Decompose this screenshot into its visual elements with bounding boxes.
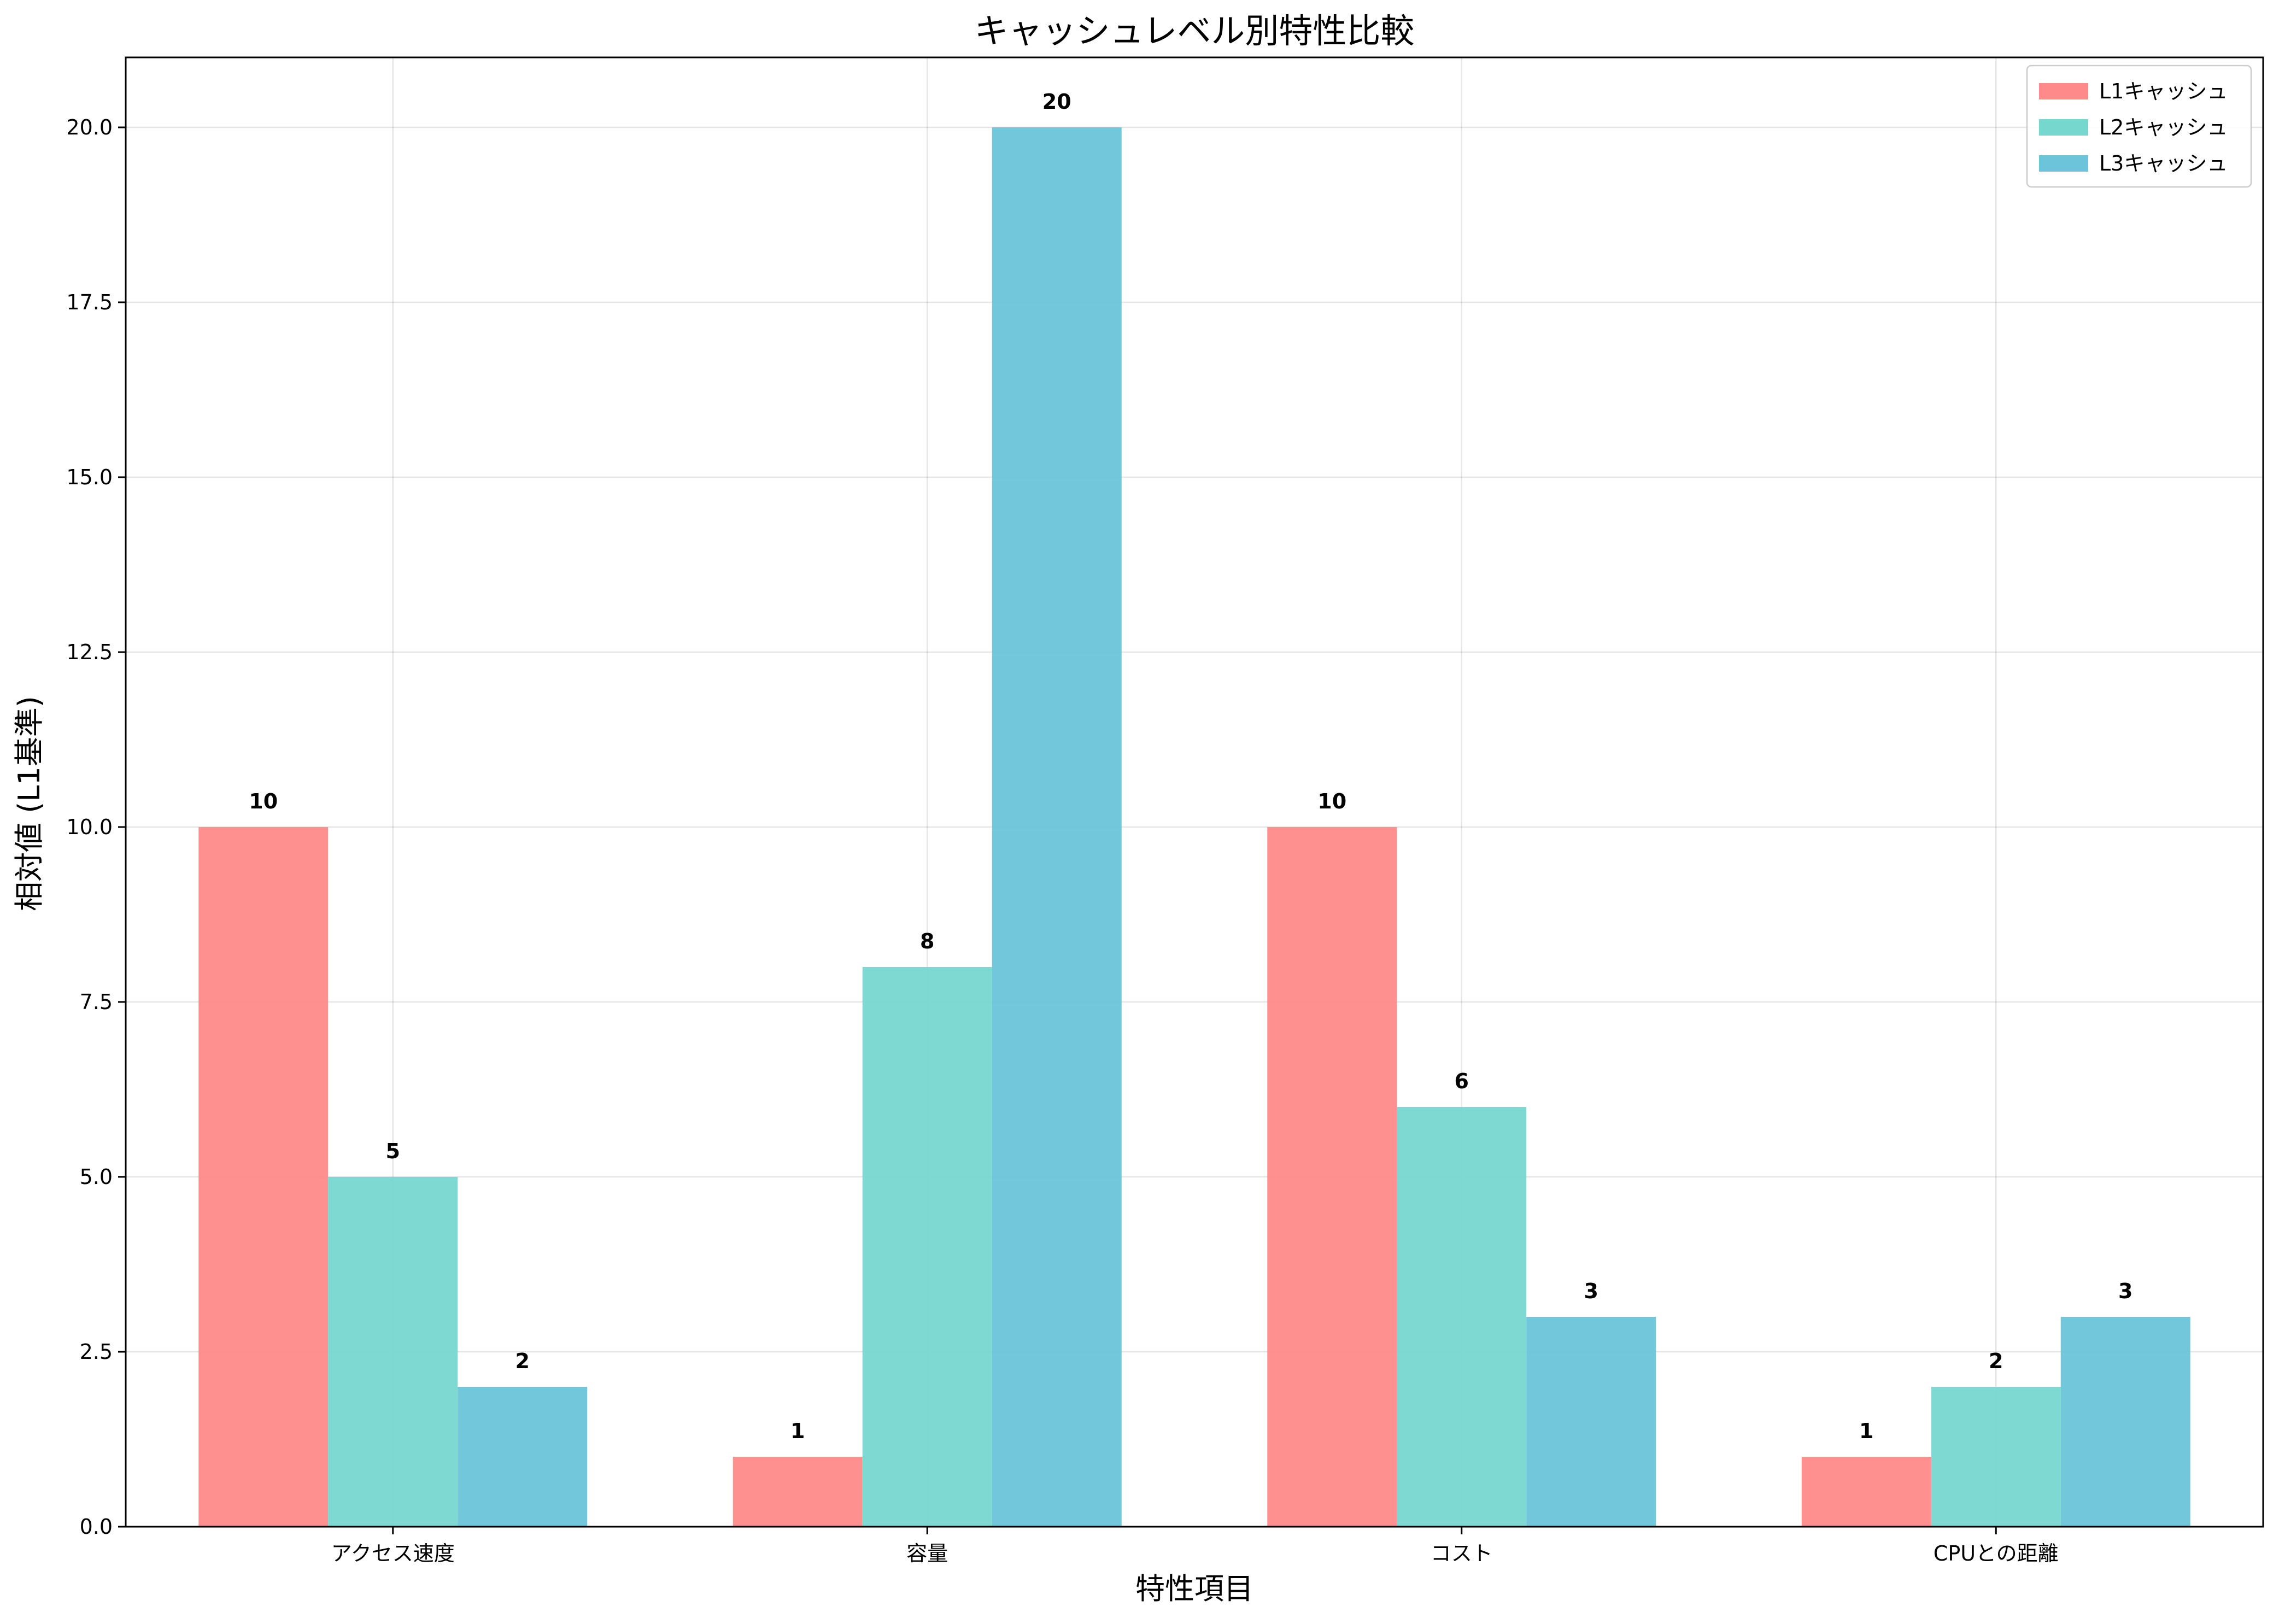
data-label: 6 [1455, 1069, 1469, 1093]
y-axis-title: 相対値 (L1基準) [12, 696, 46, 911]
legend: L1キャッシュ L2キャッシュ L3キャッシュ [2026, 65, 2252, 188]
plot-frame [125, 56, 2264, 1528]
legend-label: L2キャッシュ [2099, 115, 2228, 139]
y-tick-label: 0.0 [80, 1515, 113, 1539]
data-label: 20 [1042, 90, 1071, 114]
x-tick-label: コスト [1431, 1541, 1493, 1566]
legend-label: L1キャッシュ [2099, 79, 2228, 103]
y-tick-label: 15.0 [66, 465, 113, 489]
bar [862, 967, 992, 1527]
data-label: 5 [386, 1139, 400, 1163]
bar [198, 827, 329, 1527]
bar [1801, 1457, 1931, 1527]
data-labels: 10 1 10 1 5 8 6 2 2 20 3 3 [249, 90, 2132, 1443]
legend-swatch [2039, 83, 2088, 99]
y-tick-label: 5.0 [80, 1165, 113, 1189]
x-tick-label: CPUとの距離 [1934, 1541, 2059, 1566]
bar [733, 1457, 863, 1527]
bar [2060, 1317, 2190, 1527]
data-label: 2 [1989, 1349, 2003, 1373]
bars [198, 127, 2190, 1527]
data-label: 1 [790, 1419, 805, 1443]
y-tick-label: 10.0 [66, 815, 113, 839]
data-label: 10 [249, 789, 278, 813]
legend-swatch [2039, 155, 2088, 172]
chart-title: キャッシュレベル別特性比較 [975, 11, 1415, 51]
y-tick-label: 7.5 [80, 990, 113, 1014]
y-tick-label: 17.5 [66, 290, 113, 314]
data-label: 2 [515, 1349, 530, 1373]
bar [1931, 1387, 2061, 1527]
x-axis-title: 特性項目 [1135, 1572, 1253, 1606]
bar [1397, 1107, 1527, 1527]
bar [1526, 1317, 1656, 1527]
x-tick-label: アクセス速度 [331, 1541, 455, 1566]
legend-label: L3キャッシュ [2099, 151, 2228, 175]
bar [1267, 827, 1397, 1527]
grid-lines [126, 57, 2263, 1528]
bar [992, 127, 1122, 1527]
x-tick-label: 容量 [906, 1541, 948, 1566]
data-label: 3 [1584, 1279, 1598, 1303]
y-axis: 0.0 2.5 5.0 7.5 10.0 12.5 15.0 17.5 20.0 [66, 115, 126, 1539]
data-label: 8 [920, 929, 934, 953]
y-tick-label: 12.5 [66, 640, 113, 664]
bar [328, 1177, 458, 1527]
y-tick-label: 20.0 [66, 115, 113, 139]
data-label: 1 [1859, 1419, 1873, 1443]
legend-swatch [2039, 119, 2088, 136]
y-tick-label: 2.5 [80, 1340, 113, 1364]
data-label: 10 [1317, 789, 1346, 813]
x-axis: アクセス速度 容量 コスト CPUとの距離 [331, 1527, 2059, 1566]
data-label: 3 [2118, 1279, 2132, 1303]
bar [458, 1387, 588, 1527]
